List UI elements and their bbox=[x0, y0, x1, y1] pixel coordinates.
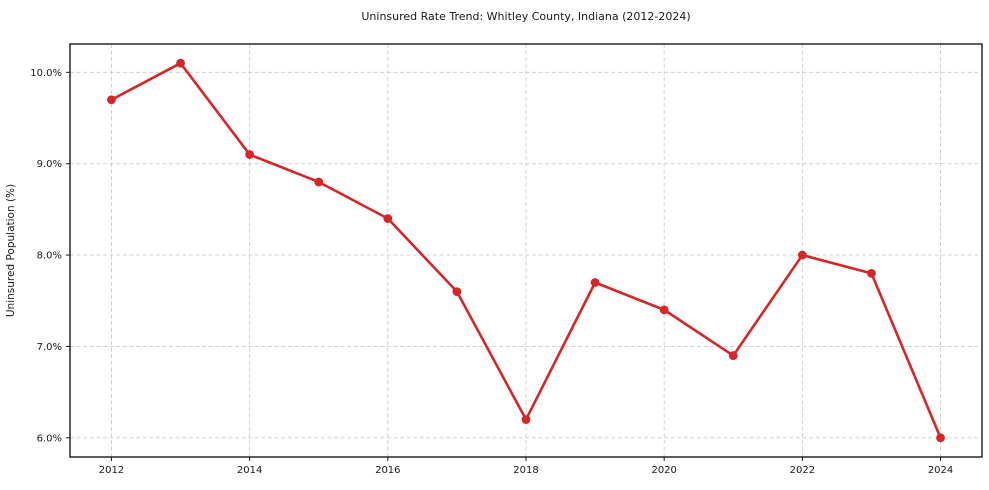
data-point-marker bbox=[176, 58, 185, 68]
y-tick-label: 6.0% bbox=[37, 433, 62, 444]
x-tick-label: 2016 bbox=[375, 465, 400, 476]
data-point-marker bbox=[936, 433, 945, 443]
y-tick-label: 8.0% bbox=[37, 251, 62, 262]
series-layer bbox=[107, 58, 945, 443]
data-point-marker bbox=[590, 278, 600, 287]
y-tick-label: 9.0% bbox=[37, 159, 62, 170]
x-tick-label: 2022 bbox=[790, 465, 815, 476]
data-point-marker bbox=[867, 268, 876, 278]
data-point-marker bbox=[728, 351, 738, 360]
data-point-marker bbox=[659, 305, 669, 315]
data-point-marker bbox=[245, 150, 255, 159]
x-tick-label: 2024 bbox=[928, 465, 953, 476]
axes-layer: 6.0% 7.0% 8.0% 9.0% 10.0% 2012 2014 2016 2018 202… bbox=[30, 43, 983, 476]
x-tick-label: 2018 bbox=[513, 465, 538, 476]
x-tick-label: 2020 bbox=[651, 465, 676, 476]
data-point-marker bbox=[797, 250, 807, 260]
data-point-marker bbox=[383, 214, 393, 223]
y-tick-label: 10.0% bbox=[30, 68, 62, 79]
data-point-marker bbox=[452, 287, 462, 297]
x-tick-label: 2012 bbox=[99, 465, 124, 476]
x-tick-label: 2014 bbox=[237, 465, 262, 476]
data-point-marker bbox=[521, 415, 531, 424]
data-point-marker bbox=[314, 177, 324, 187]
y-tick-label: 7.0% bbox=[37, 342, 62, 353]
grid-layer bbox=[70, 44, 982, 457]
data-point-marker bbox=[107, 95, 116, 105]
chart-title: Uninsured Rate Trend: Whitley County, In… bbox=[361, 10, 690, 23]
y-axis-label: Uninsured Population (%) bbox=[5, 184, 17, 317]
